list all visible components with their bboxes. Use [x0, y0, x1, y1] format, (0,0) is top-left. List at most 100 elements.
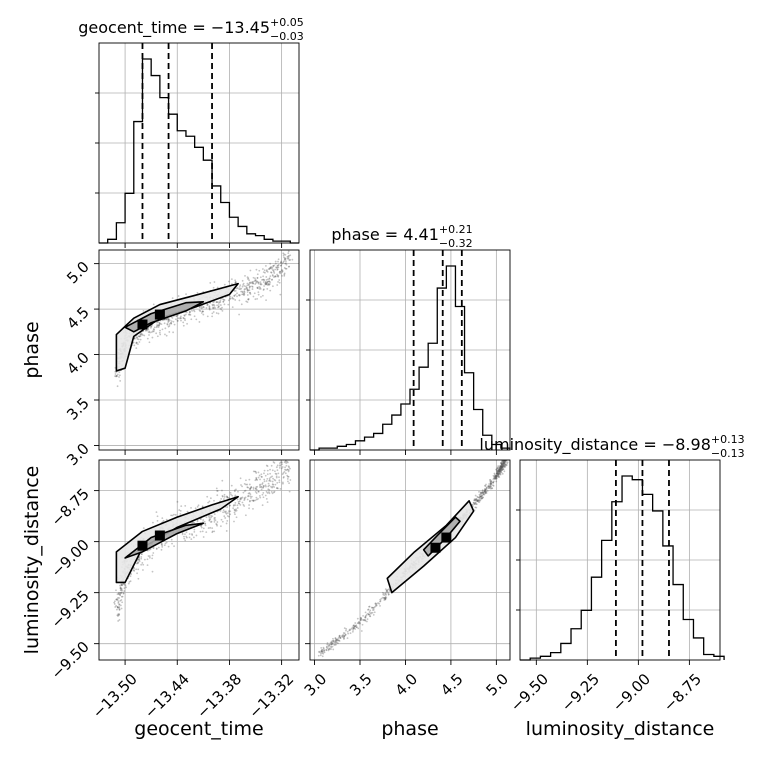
scatter-point: [141, 562, 144, 564]
scatter-point: [222, 298, 224, 301]
scatter-point: [260, 296, 262, 298]
scatter-point: [209, 526, 212, 529]
scatter-point: [474, 498, 477, 501]
scatter-point: [137, 558, 140, 561]
scatter-point: [281, 466, 284, 468]
scatter-point: [215, 312, 218, 314]
scatter-point: [364, 619, 367, 621]
scatter-point: [320, 649, 323, 652]
scatter-point: [497, 473, 500, 476]
scatter-point: [261, 493, 264, 496]
scatter-point: [283, 260, 285, 263]
scatter-point: [264, 484, 267, 487]
scatter-point: [285, 469, 287, 472]
scatter-point: [208, 306, 211, 309]
scatter-point: [228, 297, 231, 300]
scatter-point: [336, 638, 339, 641]
scatter-point: [334, 641, 337, 644]
scatter-point: [268, 268, 271, 271]
scatter-point: [332, 648, 335, 651]
scatter-point: [501, 463, 504, 466]
x-tick-label: −13.50: [89, 670, 141, 722]
scatter-point: [478, 499, 480, 501]
scatter-point: [216, 521, 219, 523]
scatter-point: [489, 484, 492, 487]
x-tick-label: 4.5: [437, 670, 467, 700]
scatter-point: [334, 637, 337, 639]
scatter-point: [289, 254, 292, 257]
scatter-point: [505, 457, 507, 459]
scatter-point: [273, 272, 276, 274]
scatter-point: [208, 305, 211, 308]
scatter-point: [251, 288, 254, 290]
scatter-point: [205, 307, 208, 309]
scatter-point: [289, 467, 291, 470]
scatter-point: [360, 617, 363, 620]
scatter-point: [480, 495, 482, 498]
scatter-point: [352, 627, 355, 630]
scatter-point: [243, 285, 246, 287]
scatter-point: [502, 463, 505, 466]
scatter-point: [375, 602, 378, 605]
scatter-point: [247, 298, 250, 300]
scatter-point: [503, 462, 505, 464]
scatter-point: [319, 654, 322, 657]
scatter-point: [262, 288, 265, 291]
scatter-point: [147, 328, 150, 331]
scatter-point: [153, 329, 156, 331]
scatter-point: [282, 476, 285, 479]
scatter-point: [226, 506, 229, 508]
scatter-point: [167, 319, 170, 321]
scatter-point: [288, 255, 290, 257]
scatter-point: [201, 306, 204, 309]
scatter-point: [191, 534, 194, 536]
scatter-point: [271, 469, 274, 472]
scatter-point: [117, 613, 120, 615]
scatter-point: [168, 324, 171, 327]
scatter-point: [283, 256, 285, 259]
scatter-point: [198, 309, 201, 312]
scatter-point: [234, 281, 237, 284]
scatter-point: [502, 458, 504, 460]
scatter-point: [334, 637, 337, 640]
scatter-point: [265, 299, 267, 302]
scatter-point: [135, 341, 138, 344]
scatter-point: [265, 480, 268, 482]
scatter-point: [501, 467, 503, 470]
scatter-point: [246, 289, 249, 291]
scatter-point: [273, 461, 276, 464]
scatter-point: [372, 613, 375, 616]
scatter-point: [487, 485, 489, 488]
scatter-point: [128, 580, 131, 583]
scatter-point: [202, 310, 205, 313]
scatter-point: [492, 484, 495, 487]
scatter-point: [500, 466, 503, 469]
scatter-point: [259, 282, 262, 285]
scatter-point: [476, 499, 479, 501]
scatter-point: [239, 497, 242, 499]
scatter-point: [339, 636, 341, 639]
scatter-point: [124, 584, 127, 587]
scatter-point: [215, 523, 218, 525]
scatter-point: [214, 516, 216, 519]
scatter-point: [474, 502, 477, 505]
scatter-point: [484, 490, 486, 493]
scatter-point: [240, 303, 243, 306]
y-tick-label: 4.5: [63, 303, 93, 333]
scatter-point: [318, 651, 321, 654]
scatter-point: [384, 588, 387, 591]
scatter-point: [273, 478, 276, 481]
scatter-point: [341, 635, 344, 638]
scatter-point: [211, 515, 214, 518]
scatter-point: [283, 461, 286, 464]
scatter-point: [319, 651, 322, 653]
scatter-point: [229, 491, 232, 494]
scatter-point: [379, 600, 382, 602]
scatter-point: [140, 556, 143, 558]
scatter-point: [278, 281, 281, 284]
scatter-point: [171, 542, 173, 545]
scatter-point: [495, 480, 498, 483]
scatter-point: [277, 487, 279, 490]
scatter-point: [231, 296, 234, 299]
scatter-point: [490, 482, 492, 485]
